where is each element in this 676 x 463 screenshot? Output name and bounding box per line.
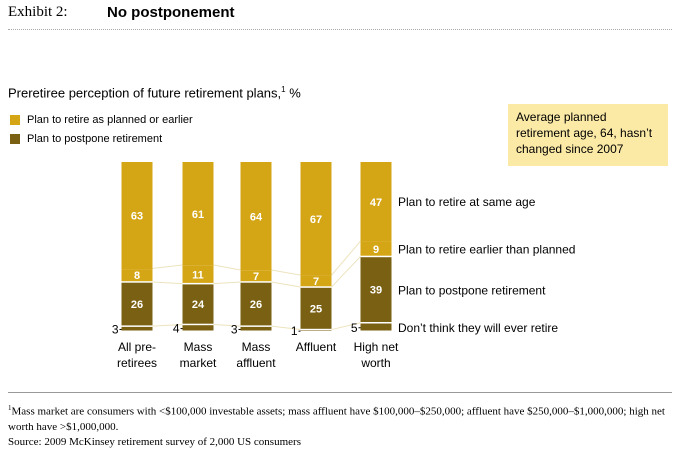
- category-label: retirees: [117, 356, 157, 370]
- value-label: 39: [370, 285, 382, 297]
- value-label: 5: [351, 321, 358, 335]
- callout-box: Average planned retirement age, 64, hasn…: [508, 104, 668, 166]
- footnote-marker: 1: [8, 404, 12, 412]
- value-label: 61: [192, 209, 204, 221]
- exhibit-label: Exhibit 2:: [8, 4, 68, 20]
- exhibit-title: No postponement: [107, 4, 235, 21]
- bar-segment: [121, 282, 153, 326]
- connector-line: [271, 325, 301, 331]
- subtitle-text: Preretiree perception of future retireme…: [8, 85, 282, 101]
- value-label: 4: [173, 322, 180, 336]
- connector-line: [152, 323, 183, 327]
- subtitle-footnote-ref: 1: [281, 85, 286, 94]
- series-label: Plan to retire earlier than planned: [398, 243, 575, 257]
- value-label: 63: [131, 211, 143, 223]
- bar-segment: [121, 269, 153, 282]
- value-label: 26: [250, 299, 262, 311]
- value-label: 3: [231, 322, 238, 336]
- value-label: 9: [373, 244, 379, 256]
- connector-line: [152, 281, 183, 285]
- series-label: Plan to retire at same age: [398, 195, 536, 209]
- series-label: Don’t think they will ever retire: [398, 321, 558, 335]
- stacked-bar-chart: 3 26 8 63 4 24 11 61 3 26 7 64 1 25 7 67 5 39 9 47 All pre-r…: [112, 162, 575, 370]
- value-label: 26: [131, 299, 143, 311]
- connector-line: [331, 256, 361, 288]
- bar-segment: [121, 162, 153, 270]
- bar-segment: [240, 270, 272, 282]
- bar-segment: [360, 241, 392, 256]
- bar-segment: [182, 325, 214, 331]
- category-label: affluent: [236, 356, 276, 370]
- value-label: 11: [192, 269, 204, 281]
- bar-segment: [360, 162, 392, 242]
- legend-swatch-light: [10, 115, 20, 125]
- callout-text: Average planned retirement age, 64, hasn…: [516, 110, 653, 156]
- bar-segment: [300, 330, 332, 331]
- bar-segment: [182, 162, 214, 266]
- category-label: worth: [360, 356, 390, 370]
- bar-segment: [360, 257, 392, 322]
- bar-segment: [240, 162, 272, 271]
- value-label: 25: [310, 303, 322, 315]
- value-label: 7: [253, 271, 259, 283]
- value-label: 67: [310, 214, 322, 226]
- series-label: Plan to postpone retirement: [398, 283, 546, 297]
- value-label: 24: [192, 299, 205, 311]
- bar-segment: [182, 265, 214, 283]
- bar-segment: [300, 287, 332, 329]
- category-label: market: [180, 356, 217, 370]
- category-label: High net: [354, 340, 399, 354]
- bar-segment: [121, 326, 153, 331]
- category-label: Mass: [242, 340, 271, 354]
- category-label: All pre-: [118, 340, 156, 354]
- legend-swatch-dark: [10, 134, 20, 144]
- bar-segment: [240, 326, 272, 331]
- bar-segment: [182, 284, 214, 324]
- connector-line: [213, 281, 241, 285]
- footnote-divider: [8, 392, 672, 393]
- bar-segment: [360, 323, 392, 331]
- bar-segment: [300, 275, 332, 287]
- connector-line: [271, 269, 301, 276]
- chart-subtitle: Preretiree perception of future retireme…: [8, 85, 301, 100]
- connector-line: [213, 264, 241, 271]
- value-label: 7: [313, 276, 319, 288]
- category-label: Affluent: [296, 340, 337, 354]
- connector-line: [271, 281, 301, 288]
- footnote-text: Mass market are consumers with <$100,000…: [8, 405, 665, 433]
- legend-label: Plan to retire as planned or earlier: [27, 114, 193, 126]
- subtitle-unit: %: [289, 85, 301, 101]
- source-note: Source: 2009 McKinsey retirement survey …: [8, 436, 301, 448]
- value-label: 3: [112, 322, 119, 336]
- category-label: Mass: [184, 340, 213, 354]
- connector-line: [152, 264, 183, 269]
- title-divider: [8, 29, 672, 30]
- legend-item-retire-as-planned: Plan to retire as planned or earlier: [10, 114, 193, 126]
- bar-segment: [240, 282, 272, 326]
- legend-item-postpone: Plan to postpone retirement: [10, 133, 162, 145]
- connector-line: [331, 322, 361, 331]
- connector-line: [213, 323, 241, 327]
- value-label: 47: [370, 197, 382, 209]
- value-label: 8: [134, 270, 140, 282]
- value-label: 64: [250, 211, 263, 223]
- legend-label: Plan to postpone retirement: [27, 133, 163, 145]
- value-label: 1: [291, 324, 298, 338]
- footnote: 1Mass market are consumers with <$100,00…: [8, 401, 672, 435]
- bar-segment: [300, 162, 332, 276]
- connector-line: [331, 240, 361, 276]
